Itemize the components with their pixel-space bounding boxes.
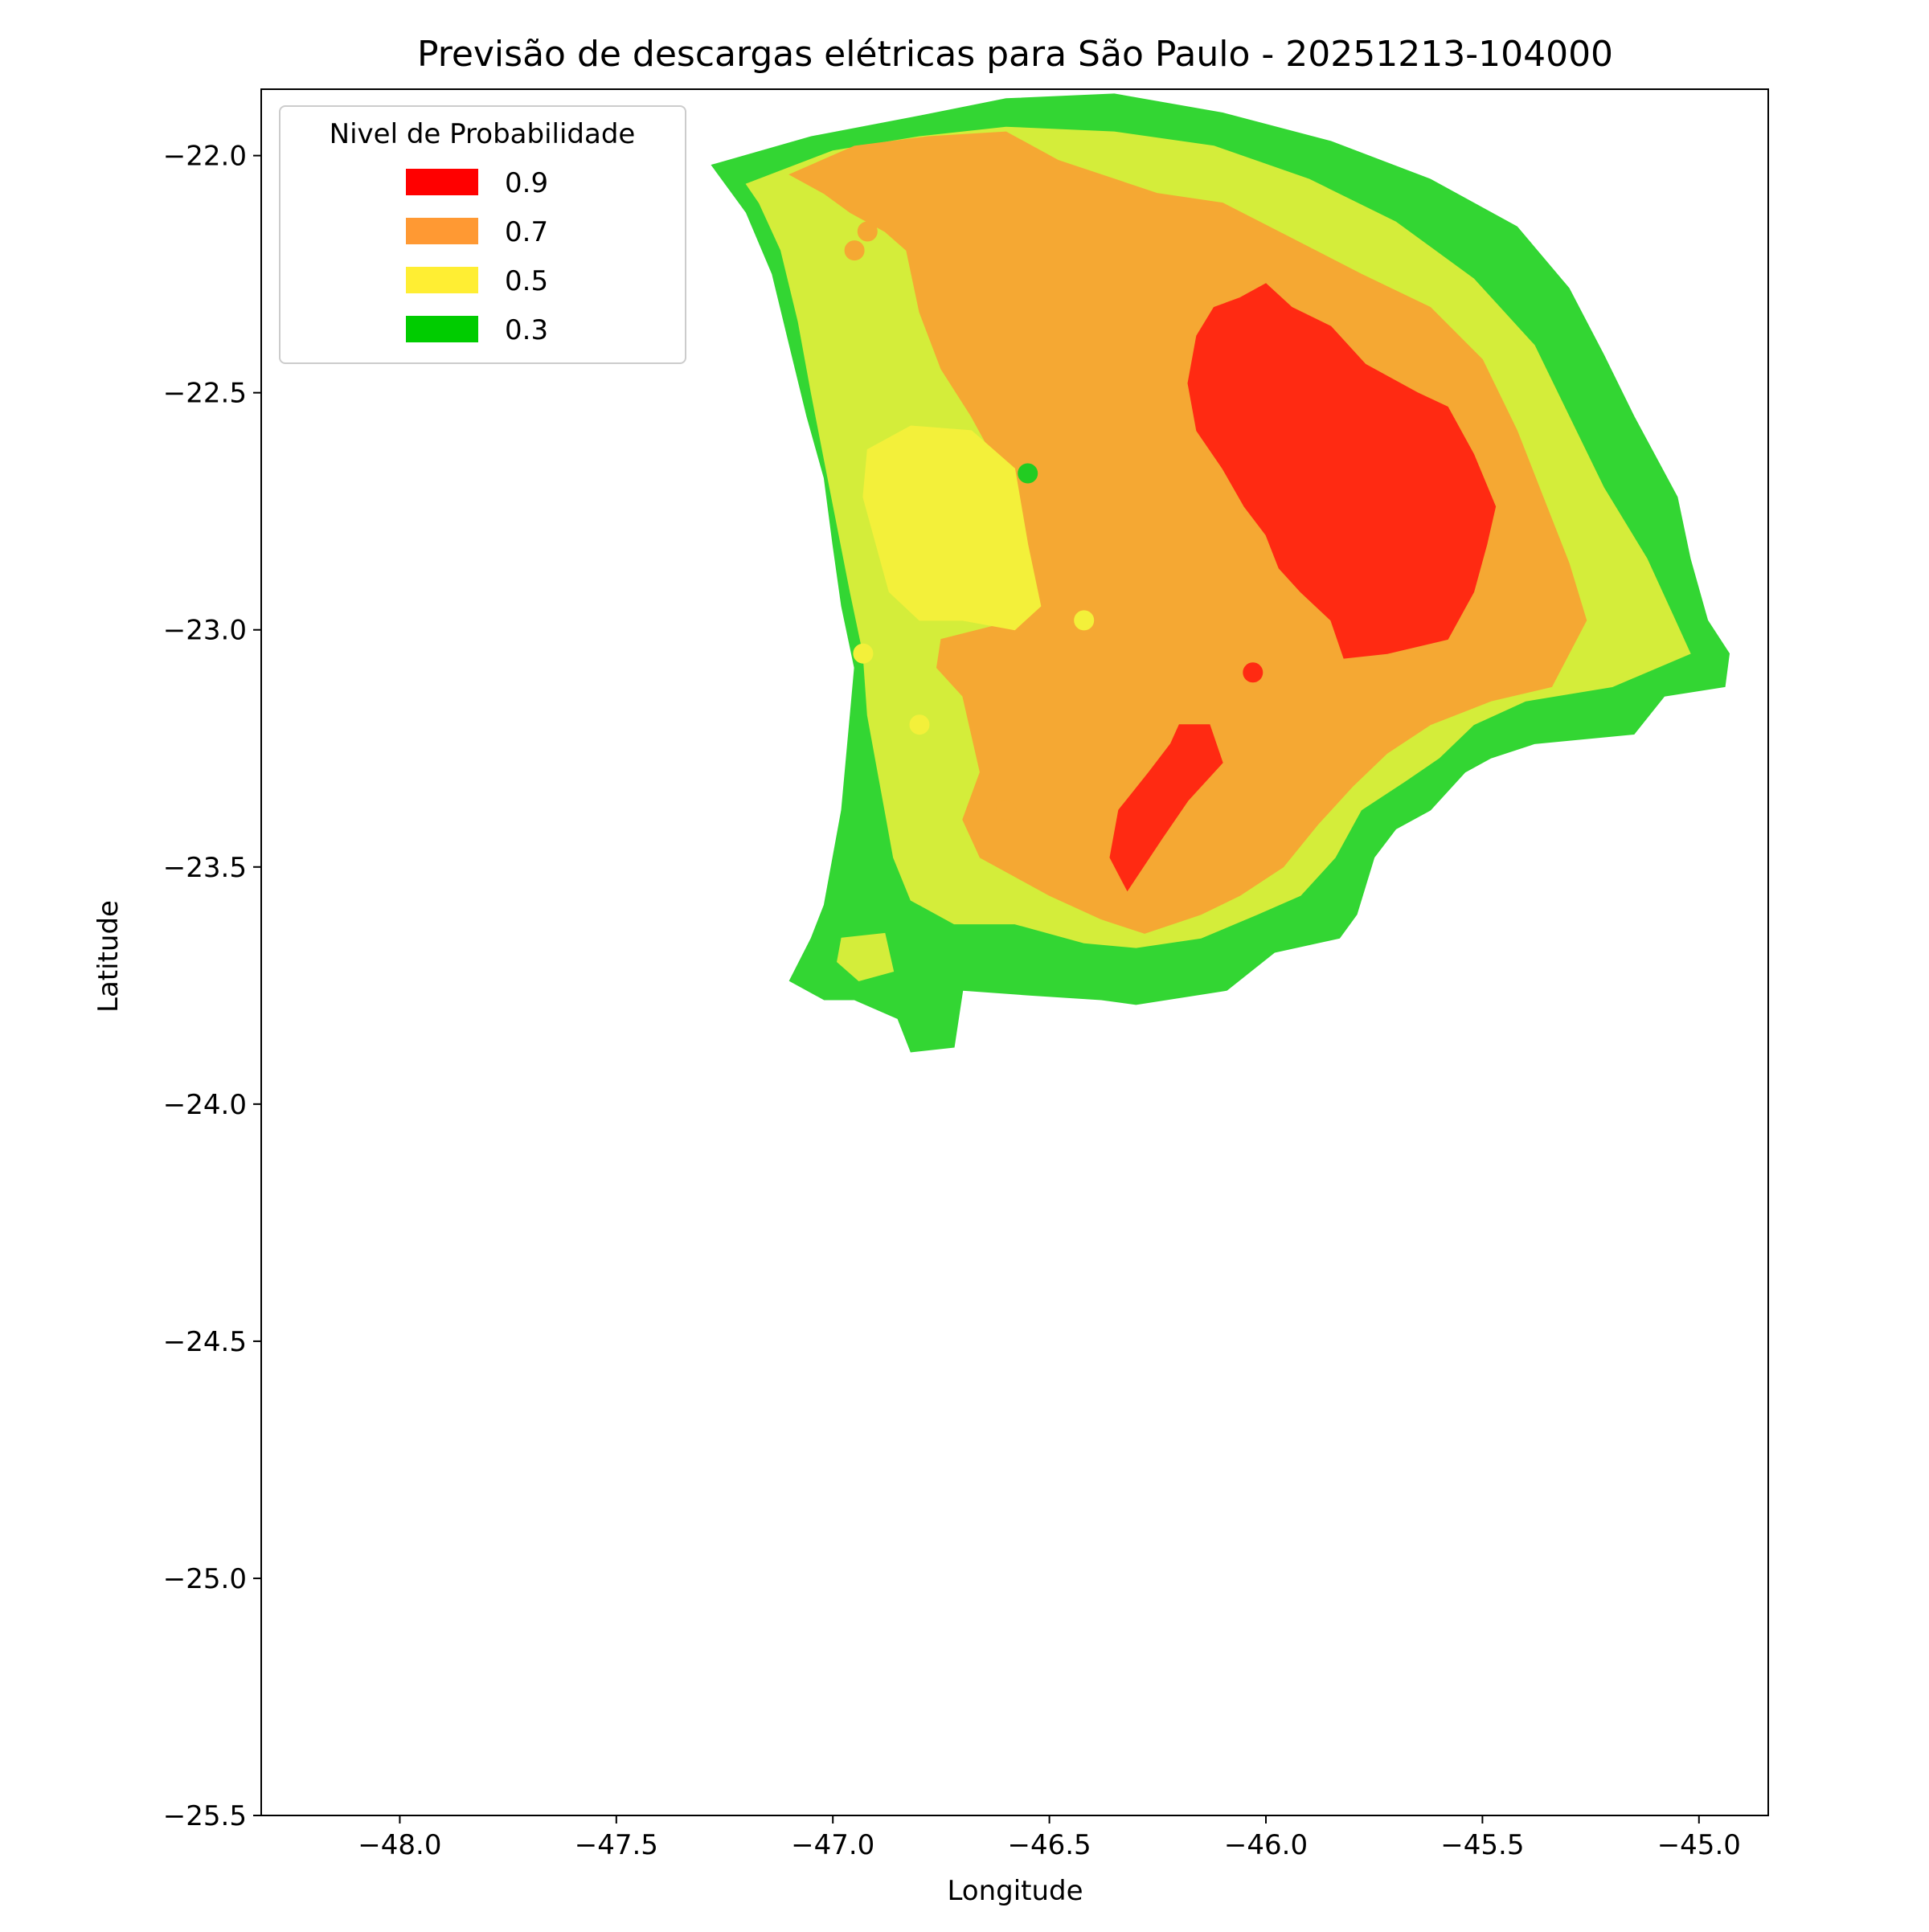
y-axis-label: Latitude [92,900,125,1013]
legend-label: 0.7 [505,216,548,248]
station-point-4 [853,643,874,664]
legend-swatch [406,218,478,244]
station-point-6 [909,714,930,735]
legend-swatch [406,316,478,342]
x-tick-label: −46.0 [1224,1829,1308,1861]
x-axis-label: Longitude [947,1875,1083,1907]
station-point-7 [996,800,1017,821]
y-tick-label: −25.5 [163,1800,247,1832]
x-tick-label: −45.0 [1657,1829,1741,1861]
plot-content [711,93,1730,1053]
station-point-3 [1074,610,1095,631]
y-axis: −22.0 −22.5 −23.0 −23.5 −24.0 −24.5 −25.0 −25.5 [163,141,261,1832]
station-point-0 [844,240,865,261]
y-tick-label: −22.0 [163,141,247,173]
x-tick-label: −46.5 [1008,1829,1091,1861]
probability-region-0-7-2-0 [788,131,1587,934]
x-axis: −48.0 −47.5 −47.0 −46.5 −46.0 −45.5 −45.0 [358,1815,1741,1861]
probability-region-0-5-1-1 [837,932,895,981]
probability-region-0-9-4-0 [1187,283,1497,659]
y-tick-label: −23.5 [163,852,247,884]
y-tick-label: −24.0 [163,1089,247,1121]
y-tick-label: −23.0 [163,615,247,647]
y-tick-label: −24.5 [163,1326,247,1358]
legend-label: 0.3 [505,314,548,346]
chart-title: Previsão de descargas elétricas para São… [417,34,1613,75]
legend-box [279,105,686,364]
x-tick-label: −47.0 [791,1829,874,1861]
legend-swatch [406,169,478,195]
y-tick-label: −22.5 [163,378,247,410]
station-point-2 [1018,463,1038,484]
plot-frame [260,88,1769,1816]
x-tick-label: −45.5 [1440,1829,1524,1861]
legend-entries: 0.9 0.7 0.5 0.3 [406,167,548,346]
x-tick-label: −48.0 [358,1829,441,1861]
y-tick-label: −25.0 [163,1563,247,1595]
legend-swatch [406,267,478,293]
legend-title: Nivel de Probabilidade [330,118,636,150]
probability-region-0-9-4-1 [1109,724,1223,892]
x-tick-label: −47.5 [575,1829,658,1861]
legend: Nivel de Probabilidade 0.9 0.7 0.5 0.3 [279,105,686,364]
legend-label: 0.5 [505,265,548,297]
legend-label: 0.9 [505,167,548,199]
probability-region-0-5-3-0 [862,425,1042,631]
station-point-5 [1243,662,1263,683]
station-point-1 [857,221,878,242]
